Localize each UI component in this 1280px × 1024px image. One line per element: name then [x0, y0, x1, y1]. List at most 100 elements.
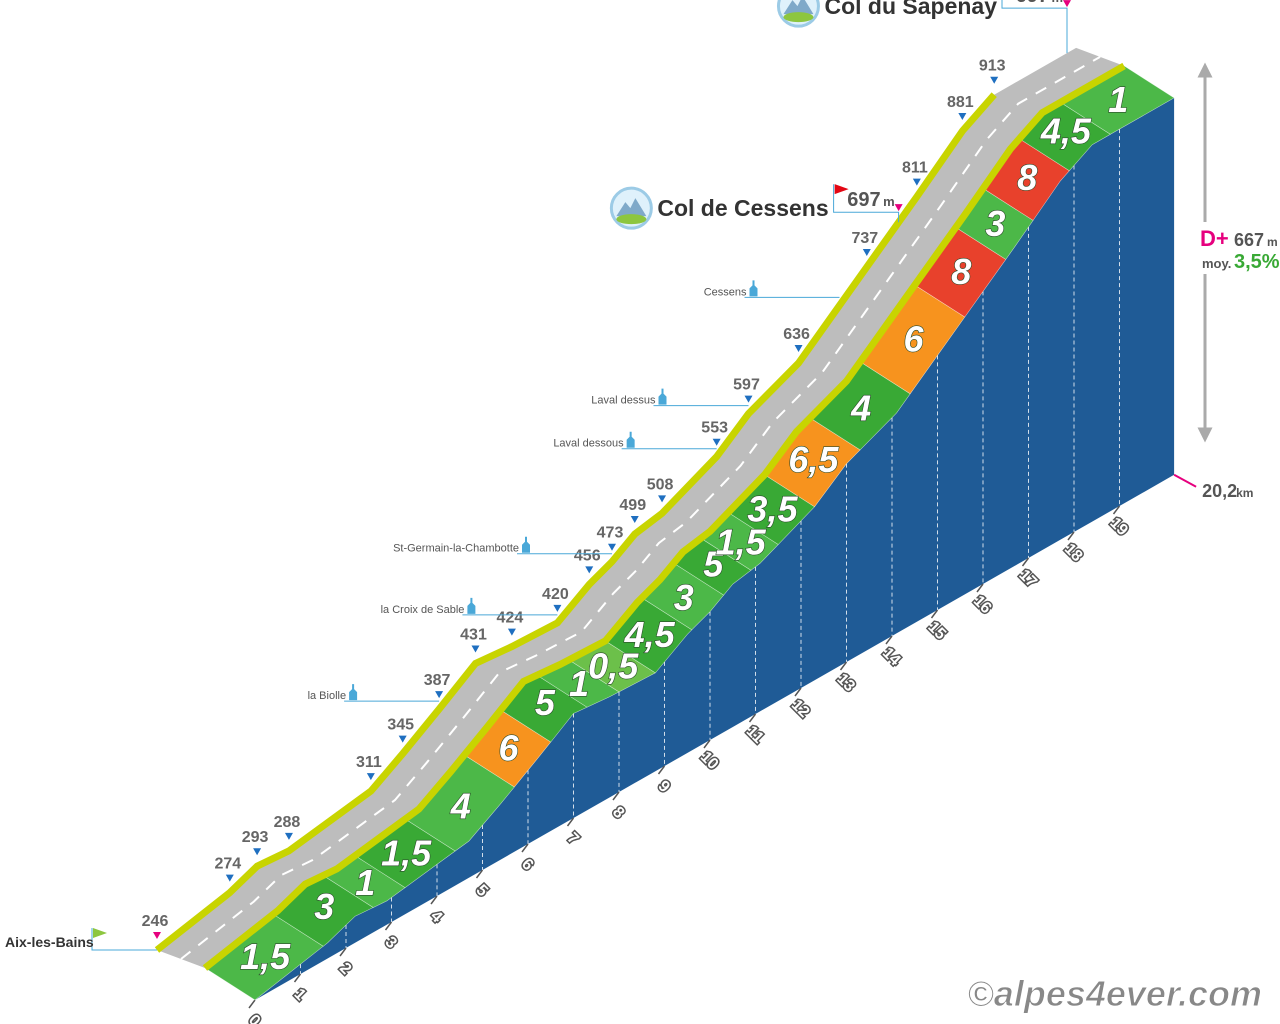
average-label: moy.: [1202, 256, 1231, 271]
altitude-label: 737: [851, 230, 878, 247]
gradient-label: 8: [1017, 157, 1037, 198]
credit: ©alpes4ever.com: [967, 973, 1262, 1014]
altitude-marker: [366, 773, 375, 781]
place-icon: [349, 684, 358, 701]
altitude-marker: [990, 76, 999, 84]
altitude-marker: [744, 395, 753, 403]
col-altitude: 697: [1016, 0, 1049, 7]
km-tick: [612, 791, 620, 801]
col-icon-grass: [783, 12, 814, 23]
altitude-label: 473: [597, 525, 624, 542]
gradient-label: 1: [355, 862, 375, 903]
altitude-label: 881: [947, 94, 974, 111]
start-flag: [93, 928, 107, 938]
distance-label: 20,2: [1202, 481, 1237, 501]
gradient-label: 3: [985, 203, 1005, 244]
km-tick: [566, 817, 575, 827]
km-tick: [293, 973, 302, 983]
altitude-label: 811: [902, 160, 928, 177]
km-label: 5: [473, 882, 491, 900]
km-label: 14: [879, 645, 904, 670]
climb-unit: m: [1267, 235, 1278, 249]
km-label: 10: [697, 749, 722, 774]
altitude-label: 246: [142, 913, 169, 930]
gradient-label: 4,5: [624, 614, 676, 655]
gradient-label: 0,5: [588, 645, 639, 686]
gradient-label: 5: [535, 682, 556, 723]
km-tick: [748, 713, 757, 723]
col-marker: [894, 204, 903, 212]
start-name: Aix-les-Bains: [5, 934, 94, 950]
gradient-label: 8: [951, 251, 971, 292]
road-profile: [154, 92, 997, 953]
km-tick: [475, 869, 484, 879]
altitude-label: 431: [460, 626, 487, 643]
gradient-label: 4: [450, 785, 471, 826]
km-tick: [521, 843, 529, 853]
gradient-label: 5: [703, 544, 724, 585]
altitude-label: 387: [424, 672, 451, 689]
altitude-label: 311: [356, 754, 382, 771]
altitude-label: 424: [497, 610, 524, 627]
place-name: Laval dessus: [591, 395, 656, 407]
altitude-label: 508: [647, 476, 674, 493]
place-icon: [658, 388, 667, 405]
place-name: Laval dessous: [553, 438, 624, 450]
climb-label: D+: [1200, 226, 1229, 251]
km-tick: [384, 921, 393, 931]
place-name: St-Germain-la-Chambotte: [393, 543, 519, 555]
altitude-label: 420: [542, 586, 569, 603]
gradient-label: 6: [499, 728, 520, 769]
col-marker: [1063, 0, 1071, 8]
col-altitude: 697: [847, 189, 880, 211]
gradient-label: 3: [314, 886, 334, 927]
col-name: Col de Cessens: [657, 195, 828, 221]
km-label: 2: [336, 960, 354, 978]
km-tick: [1021, 557, 1030, 567]
km-tick: [1067, 531, 1075, 541]
km-label: 15: [924, 619, 949, 644]
altitude-label: 913: [979, 58, 1006, 75]
altitude-label: 456: [574, 547, 601, 564]
gradient-label: 1,5: [716, 522, 767, 563]
place-icon: [626, 431, 635, 448]
altitude-label: 597: [733, 377, 760, 394]
place-icon: [522, 536, 530, 553]
altitude-label: 288: [274, 814, 301, 831]
altitude-marker: [585, 566, 594, 574]
col-icon-grass: [616, 214, 647, 225]
km-tick: [976, 583, 984, 593]
km-label: 13: [833, 671, 858, 696]
place-name: Cessens: [704, 286, 747, 298]
distance-tick: [1173, 473, 1197, 488]
km-label: 8: [609, 804, 627, 822]
distance-unit: km: [1236, 486, 1253, 500]
gradient-label: 6: [903, 318, 924, 359]
gradient-label: 3: [674, 577, 694, 618]
km-tick: [1112, 505, 1121, 515]
climb-backdrop: [1196, 222, 1280, 274]
col-leader: [1001, 0, 1068, 54]
km-tick: [794, 687, 802, 697]
km-tick: [339, 947, 347, 957]
altitude-marker: [794, 345, 803, 353]
altitude-marker: [658, 495, 667, 503]
altitude-marker: [630, 516, 639, 524]
altitude-marker: [225, 874, 234, 882]
km-tick: [248, 999, 256, 1009]
col-icon-mountain: [783, 0, 814, 15]
gradient-label: 4: [850, 388, 871, 429]
altitude-label: 636: [783, 326, 810, 343]
altitude-label: 274: [214, 856, 241, 873]
gradient-label: 3,5: [747, 489, 798, 530]
altitude-marker: [284, 832, 293, 840]
place-icon: [749, 280, 758, 297]
km-tick: [885, 635, 893, 645]
altitude-marker: [471, 645, 480, 653]
altitude-marker: [435, 691, 444, 699]
km-label: 0: [245, 1012, 263, 1024]
altitude-marker: [398, 735, 407, 743]
km-label: 19: [1106, 515, 1131, 540]
altitude-label: 553: [701, 420, 728, 437]
